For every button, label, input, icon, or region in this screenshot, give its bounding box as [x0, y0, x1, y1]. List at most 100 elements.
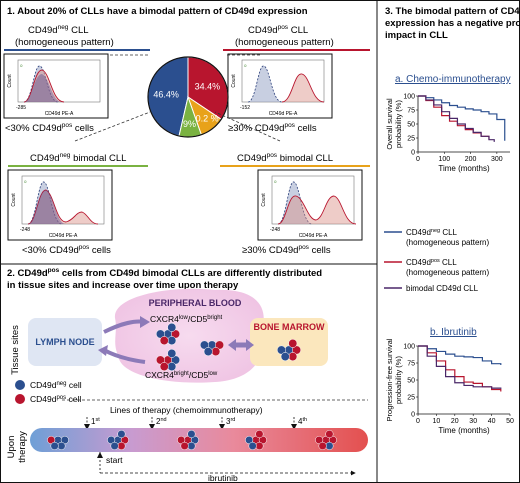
histogram-corner-mark: o: [20, 63, 23, 68]
tissue-sites-label: Tissue sites: [10, 325, 21, 375]
histogram-xtick: -248: [20, 227, 30, 233]
arrow-head: [228, 339, 236, 351]
legend-label: CD49dneg CLL: [406, 228, 458, 237]
therapy-line-label: 4th: [298, 417, 307, 426]
cell: [167, 362, 177, 372]
x-tick-label: 20: [451, 418, 459, 425]
arrow-head: [140, 316, 150, 328]
y-axis-label: Progression-free survivalprobability (%): [385, 338, 403, 421]
neg-bimodal-label: CD49dneg bimodal CLL: [30, 152, 126, 164]
pie-slice-label: 46.4%: [153, 90, 179, 100]
pos-bimodal-caption: ≥30% CD49dpos cells: [242, 244, 331, 256]
histogram-neg-bimodal: CD49d PE-A Count -248 o: [7, 169, 113, 241]
upon-therapy-label: Upontherapy: [6, 431, 28, 463]
arrow-head: [149, 424, 155, 430]
y-tick-label: 100: [403, 94, 415, 101]
histogram-control-peak: [27, 181, 63, 225]
pie-chart: 46.4% 34.4% 10.2 %9%: [147, 56, 229, 138]
histogram-corner-mark: o: [274, 179, 277, 184]
histogram-pos-bimodal: CD49d PE-A Count -248 o: [257, 169, 363, 241]
cell: [215, 340, 225, 350]
cell: [276, 345, 286, 355]
lines-of-therapy-label: Lines of therapy (chemoimmunotherapy): [110, 405, 263, 415]
legend-pos-cell-label: CD49dpos cell: [30, 394, 81, 404]
cell: [288, 352, 298, 362]
start-label: start: [106, 455, 123, 465]
histogram-ylabel: Count: [7, 74, 13, 88]
histogram-corner-mark: o: [244, 63, 247, 68]
neg-homog-caption: <30% CD49dpos cells: [5, 122, 94, 134]
cell-clusters-therapy: [47, 429, 337, 451]
panel-1-title: 1. About 20% of CLLs have a bimodal patt…: [7, 6, 308, 17]
peripheral-blood-label: PERIPHERAL BLOOD: [149, 298, 242, 308]
cell: [159, 362, 169, 372]
lymph-node-label: LYMPH NODE: [35, 337, 94, 347]
cell: [110, 441, 119, 451]
histogram-ylabel: Count: [11, 193, 17, 207]
cell: [203, 347, 213, 357]
pie-slice-label: 10.2 %: [191, 113, 219, 123]
neg-bimodal-caption: <30% CD49dpos cells: [22, 244, 111, 256]
legend-label: bimodal CD49d CLL: [406, 284, 479, 293]
cell: [180, 441, 189, 451]
cell-clusters-tissue: [155, 322, 302, 372]
histogram-control-peak: [23, 65, 59, 103]
panel-3-title-line3: impact in CLL: [385, 30, 448, 41]
cxcr4-bright-label: CXCR4bright/CD5low: [145, 370, 218, 380]
cell: [255, 441, 264, 451]
histogram-overlap: [28, 190, 66, 224]
histogram-ylabel: Count: [261, 193, 267, 207]
ibrutinib-label: ibrutinib: [208, 473, 238, 483]
histogram-xtick: -285: [16, 105, 26, 111]
x-axis-label: Time (months): [438, 164, 490, 173]
km-legend: CD49dneg CLL(homogeneous pattern)CD49dpo…: [384, 228, 490, 293]
histogram-xlabel: CD49d PE-A: [299, 233, 328, 239]
histogram-ylabel: Count: [231, 74, 237, 88]
therapy-line-markers: 1st 2nd 3rd 4th: [84, 417, 307, 430]
x-axis-label: Time (months): [438, 426, 490, 435]
legend-neg-cell-label: CD49dneg cell: [30, 380, 82, 390]
x-tick-label: 100: [438, 156, 450, 163]
y-tick-label: 50: [407, 378, 415, 385]
cell: [117, 429, 126, 439]
histogram-xlabel: CD49d PE-A: [49, 233, 78, 239]
therapy-line-label: 1st: [91, 417, 100, 426]
x-tick-label: 200: [465, 156, 477, 163]
y-tick-label: 100: [403, 344, 415, 351]
connector-line: [214, 111, 281, 142]
pie-slice-label: 9%: [183, 119, 196, 129]
x-tick-label: 10: [433, 418, 441, 425]
pos-homog-caption: ≥30% CD49dpos cells: [228, 122, 317, 134]
panel-2: 2. CD49dpos cells from CD49d bimodal CLL…: [6, 267, 368, 483]
lymph-node-box: [28, 318, 102, 366]
legend-sublabel: (homogeneous pattern): [406, 238, 490, 247]
pos-bimodal-label: CD49dpos bimodal CLL: [237, 152, 333, 164]
panel-3: 3. The bimodal pattern of CD49d expressi…: [384, 6, 520, 435]
cell: [292, 345, 302, 355]
histogram-xlabel: CD49d PE-A: [45, 111, 74, 117]
histogram-sample-peak: [277, 195, 357, 225]
histogram-xtick: -152: [240, 105, 250, 111]
cell: [211, 347, 221, 357]
cell: [187, 429, 196, 439]
arrow-head: [84, 424, 90, 430]
x-tick-label: 30: [469, 418, 477, 425]
cell: [171, 329, 181, 339]
cell: [255, 429, 264, 439]
legend-sublabel: (homogeneous pattern): [406, 268, 490, 277]
histogram-plot-area: [17, 59, 101, 103]
histogram-control-peak: [247, 65, 283, 103]
chart-b-title: b. Ibrutinib: [430, 327, 477, 338]
histogram-sample-peak: [23, 69, 65, 103]
y-tick-label: 75: [407, 361, 415, 368]
legend-pos-cell-icon: [15, 394, 25, 404]
y-tick-label: 0: [411, 150, 415, 157]
histogram-sample-peak: [27, 189, 99, 225]
cxcr4-low-label: CXCR4low/CD5bright: [150, 314, 223, 324]
cell: [167, 348, 177, 358]
x-tick-label: 50: [506, 418, 514, 425]
therapy-line-label: 3rd: [226, 417, 235, 426]
cell: [288, 338, 298, 348]
x-tick-label: 0: [416, 156, 420, 163]
